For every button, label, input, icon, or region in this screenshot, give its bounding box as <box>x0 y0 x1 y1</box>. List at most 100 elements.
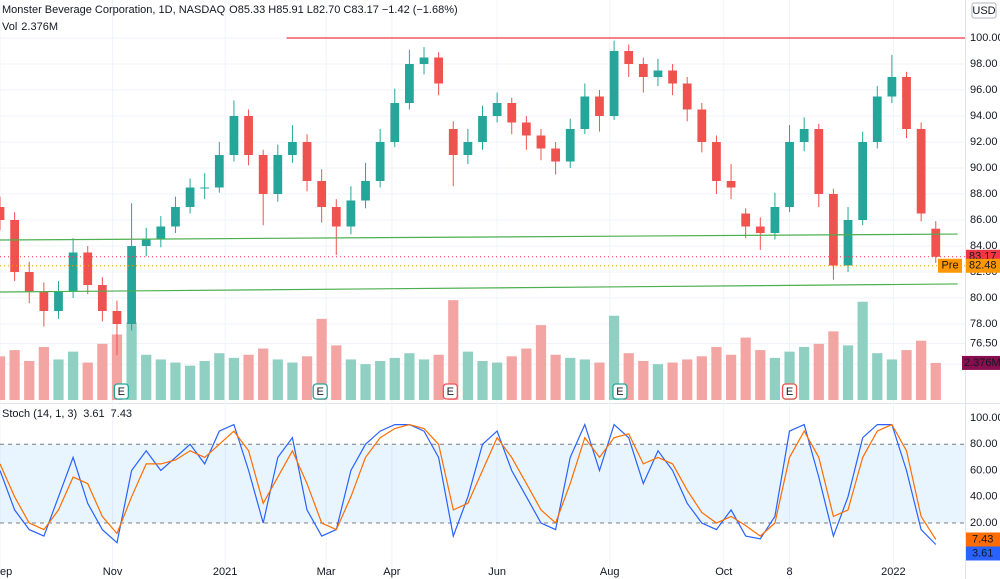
volume-bar <box>872 353 883 400</box>
volume-bar <box>799 346 810 400</box>
earnings-label: E <box>447 386 454 398</box>
stoch-tick-label: 100.00 <box>970 412 1000 424</box>
y-tick-label: 98.00 <box>970 58 998 70</box>
volume-bar <box>360 364 371 400</box>
candle-body <box>317 181 327 207</box>
y-tick-label: 100.00 <box>970 32 1000 44</box>
candle-body <box>638 64 648 77</box>
change-pct: (−1.68%) <box>413 4 458 16</box>
candle-body <box>97 285 107 311</box>
volume-bar <box>67 351 79 400</box>
volume-bar <box>214 353 225 400</box>
volume-bar <box>243 354 254 400</box>
earnings-label: E <box>317 386 324 398</box>
y-tick-label: 86.00 <box>970 214 998 226</box>
candle-body <box>829 194 838 266</box>
volume-bar <box>930 362 941 400</box>
candle-body <box>463 142 473 155</box>
stoch-tick-label: 40.00 <box>970 491 998 503</box>
header-title: Monster Beverage Corporation, 1D, NASDAQ <box>2 4 226 16</box>
candle-body <box>288 142 297 155</box>
candle-body <box>521 122 531 136</box>
candle-body <box>609 51 619 116</box>
candle-body <box>185 187 195 207</box>
candle-body <box>902 77 911 129</box>
candle-body <box>375 142 385 181</box>
stoch-value: 7.43 <box>972 533 993 545</box>
x-tick-label: 2022 <box>881 566 905 578</box>
volume-bar <box>652 364 664 400</box>
volume-bar <box>0 356 6 400</box>
currency: USD <box>972 5 995 17</box>
currency-box <box>971 2 997 19</box>
candle-body <box>141 239 151 246</box>
candle-body <box>448 129 458 155</box>
x-tick-label: 2021 <box>213 566 237 578</box>
volume-bar <box>24 361 35 400</box>
stoch-line <box>0 423 937 540</box>
candle-body <box>726 181 736 188</box>
volume-bar <box>521 348 532 400</box>
x-tick-label: Jun <box>488 566 506 578</box>
trend-line <box>0 283 958 293</box>
candle-body <box>54 291 63 311</box>
y-tick-label: 88.00 <box>970 188 998 200</box>
volume-bar <box>126 322 137 400</box>
x-tick-label: Apr <box>383 566 400 578</box>
y-tick-label: 96.00 <box>970 84 998 96</box>
stoch-tick-label: 80.00 <box>970 438 998 450</box>
volume-bar <box>345 359 357 400</box>
candle-body <box>39 291 49 311</box>
ohlc-value: 85.33 <box>238 4 266 16</box>
volume-bar <box>184 365 196 400</box>
volume-bar <box>97 343 108 400</box>
candle-body <box>390 103 400 142</box>
candle-body <box>258 155 268 194</box>
candle-body <box>229 116 239 155</box>
volume-bar <box>916 340 927 400</box>
y-tick-label: 94.00 <box>970 110 998 122</box>
volume-bar <box>682 359 693 400</box>
volume-bar <box>506 356 517 400</box>
candle-body <box>770 207 780 233</box>
candle-body <box>112 311 122 324</box>
volume-bar <box>199 361 210 400</box>
candle-body <box>755 226 765 233</box>
volume-bar <box>579 359 590 400</box>
volume-bar <box>755 350 766 400</box>
candle-body <box>668 70 677 84</box>
earnings-marker <box>312 383 328 400</box>
candle-body <box>10 220 20 272</box>
candle-body <box>697 109 707 142</box>
stoch-legend-value: 3.61 <box>83 408 104 420</box>
y-tick-label: 90.00 <box>970 162 998 174</box>
volume-bar <box>667 362 678 400</box>
candle-body <box>68 252 78 292</box>
candle-body <box>156 226 166 240</box>
candle-body <box>653 70 663 77</box>
candle-body <box>843 220 853 266</box>
volume-bar <box>433 354 444 400</box>
volume-bar <box>9 350 20 400</box>
candle-body <box>814 129 824 194</box>
ohlc-value: 83.17 <box>351 4 379 16</box>
ohlc-value: 82.70 <box>313 4 341 16</box>
candle-body <box>931 228 941 257</box>
volume-bar <box>565 357 576 400</box>
earnings-label: E <box>786 386 793 398</box>
earnings-marker <box>781 383 798 400</box>
volume-bar <box>813 343 824 400</box>
stoch-value-box <box>966 546 1000 561</box>
volume-bar <box>725 354 737 400</box>
volume-bar <box>784 351 795 400</box>
ohlc-value: 85.91 <box>276 4 304 16</box>
volume-bar <box>53 359 64 400</box>
volume-bar <box>828 331 839 400</box>
earnings-marker <box>612 383 628 400</box>
volume-bar <box>155 359 166 400</box>
candle-body <box>346 200 356 227</box>
ohlc-key: O <box>229 4 238 16</box>
volume-bar <box>594 362 605 400</box>
candle-body <box>858 142 868 220</box>
